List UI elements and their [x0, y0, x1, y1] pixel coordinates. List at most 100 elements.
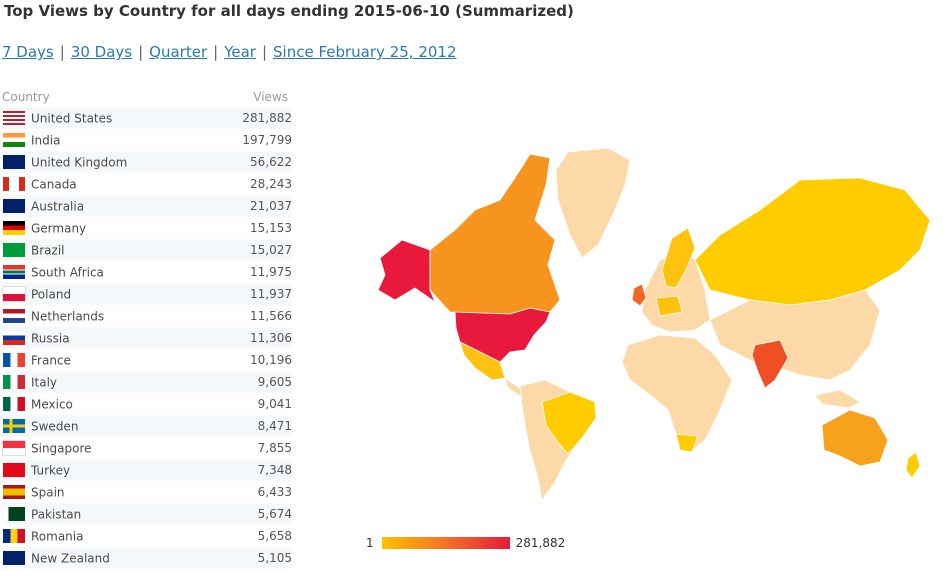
table-row: Italy 9,605 — [2, 371, 292, 393]
country-name-united-kingdom: United Kingdom — [31, 155, 128, 170]
views-column-header: Views — [253, 90, 288, 104]
map-region-south-africa[interactable] — [675, 433, 699, 453]
country-name-france: France — [31, 353, 71, 368]
table-row: United States 281,882 — [2, 107, 292, 129]
views-cell: 11,937 — [209, 283, 292, 305]
table-row: Australia 21,037 — [2, 195, 292, 217]
country-name-romania: Romania — [31, 529, 84, 544]
canada-flag-icon — [3, 177, 25, 192]
views-cell: 11,306 — [209, 327, 292, 349]
views-cell: 11,566 — [250, 309, 292, 323]
map-region-scandinavia[interactable] — [661, 227, 696, 289]
country-cell: Brazil — [2, 239, 210, 261]
views-cell: 5,658 — [257, 529, 292, 543]
south-africa-flag-icon — [3, 265, 25, 280]
map-region-germany[interactable] — [655, 295, 683, 317]
country-name-australia: Australia — [31, 199, 85, 214]
country-cell: Sweden — [2, 415, 210, 437]
country-name-canada: Canada — [31, 177, 77, 192]
country-name-india: India — [31, 133, 61, 148]
map-region-australia[interactable] — [821, 409, 889, 467]
poland-flag-icon — [2, 286, 26, 303]
country-cell: South Africa — [2, 261, 210, 283]
period-link-year[interactable]: Year — [224, 43, 256, 61]
country-cell: Russia — [2, 327, 210, 349]
country-cell: Poland — [2, 283, 210, 305]
country-cell: Singapore — [2, 437, 210, 459]
page-title: Top Views by Country for all days ending… — [4, 2, 574, 20]
country-cell: Germany — [2, 217, 210, 239]
table-row: South Africa 11,975 — [2, 261, 292, 283]
world-map — [377, 147, 931, 501]
sweden-flag-icon — [3, 419, 25, 434]
france-flag-icon — [3, 353, 25, 368]
country-name-new-zealand: New Zealand — [31, 551, 110, 566]
table-row: Spain 6,433 — [2, 481, 292, 503]
period-links: 7 Days | 30 Days | Quarter | Year | Since Februa… — [2, 43, 457, 61]
map-region-brazil[interactable] — [541, 391, 597, 455]
views-cell: 5,105 — [209, 547, 292, 569]
country-cell: New Zealand — [2, 547, 210, 569]
table-row: France 10,196 — [2, 349, 292, 371]
views-cell: 281,882 — [209, 107, 292, 129]
views-cell: 21,037 — [209, 195, 292, 217]
map-region-canada[interactable] — [429, 153, 561, 315]
uk-flag-icon — [3, 155, 25, 170]
country-name-mexico: Mexico — [31, 397, 73, 412]
table-row: Mexico 9,041 — [2, 393, 292, 415]
map-region-africa[interactable] — [621, 334, 733, 453]
views-cell: 7,855 — [257, 441, 292, 455]
views-table: Country Views United States 281,882 India 1… — [2, 87, 292, 569]
map-region-united-kingdom[interactable] — [631, 283, 647, 307]
table-row: Brazil 15,027 — [2, 239, 292, 261]
country-cell: Romania — [2, 525, 210, 547]
views-cell: 8,471 — [209, 415, 292, 437]
map-region-greenland[interactable] — [555, 147, 631, 259]
views-cell: 28,243 — [250, 177, 292, 191]
country-name-poland: Poland — [31, 287, 72, 302]
table-row: Turkey 7,348 — [2, 459, 292, 481]
map-region-new-zealand[interactable] — [905, 451, 921, 479]
color-legend: 1 281,882 — [366, 536, 565, 550]
country-name-south-africa: South Africa — [31, 265, 104, 280]
legend-max: 281,882 — [515, 536, 566, 550]
map-region-russia[interactable] — [694, 177, 931, 306]
table-row: Canada 28,243 — [2, 173, 292, 195]
map-region-southeast-asia[interactable] — [814, 389, 861, 409]
map-region-mexico[interactable] — [459, 341, 506, 381]
table-row: India 197,799 — [2, 129, 292, 151]
country-cell: Australia — [2, 195, 210, 217]
country-name-turkey: Turkey — [31, 463, 71, 478]
us-flag-icon — [3, 111, 25, 126]
romania-flag-icon — [3, 529, 25, 544]
table-row: Poland 11,937 — [2, 283, 292, 305]
period-link-30-days[interactable]: 30 Days — [70, 43, 133, 61]
australia-flag-icon — [3, 199, 25, 214]
period-link-quarter[interactable]: Quarter — [149, 43, 208, 61]
country-name-netherlands: Netherlands — [31, 309, 105, 324]
country-cell: France — [2, 349, 210, 371]
country-cell: United States — [2, 107, 210, 129]
table-row: Sweden 8,471 — [2, 415, 292, 437]
country-name-germany: Germany — [31, 221, 87, 236]
views-cell: 9,605 — [209, 371, 292, 393]
country-name-spain: Spain — [31, 485, 65, 500]
map-region-india[interactable] — [751, 339, 789, 389]
map-region-alaska[interactable] — [377, 239, 436, 304]
views-cell: 15,027 — [209, 239, 292, 261]
views-cell: 7,348 — [209, 459, 292, 481]
period-link-7-days[interactable]: 7 Days — [2, 43, 54, 61]
country-name-brazil: Brazil — [31, 243, 65, 258]
country-cell: India — [2, 129, 210, 151]
table-header: Country Views — [2, 87, 292, 107]
country-cell: Mexico — [2, 393, 210, 415]
india-flag-icon — [3, 133, 25, 148]
brazil-flag-icon — [3, 243, 25, 258]
views-cell: 197,799 — [242, 133, 292, 147]
table-row: Romania 5,658 — [2, 525, 292, 547]
country-cell: Spain — [2, 481, 210, 503]
period-link-since[interactable]: Since February 25, 2012 — [273, 43, 457, 61]
table-row: New Zealand 5,105 — [2, 547, 292, 569]
country-name-pakistan: Pakistan — [31, 507, 82, 522]
country-name-singapore: Singapore — [31, 441, 92, 456]
